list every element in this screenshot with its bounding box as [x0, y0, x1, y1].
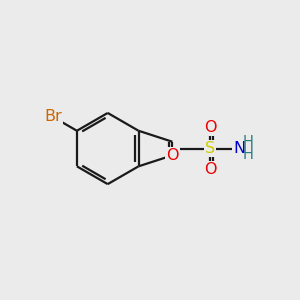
Text: H: H	[243, 135, 254, 150]
Text: O: O	[204, 120, 217, 135]
Text: H: H	[243, 148, 254, 163]
Text: Br: Br	[44, 110, 62, 124]
Text: S: S	[205, 141, 215, 156]
Text: O: O	[166, 148, 178, 163]
Text: N: N	[233, 141, 245, 156]
Text: O: O	[204, 162, 217, 177]
